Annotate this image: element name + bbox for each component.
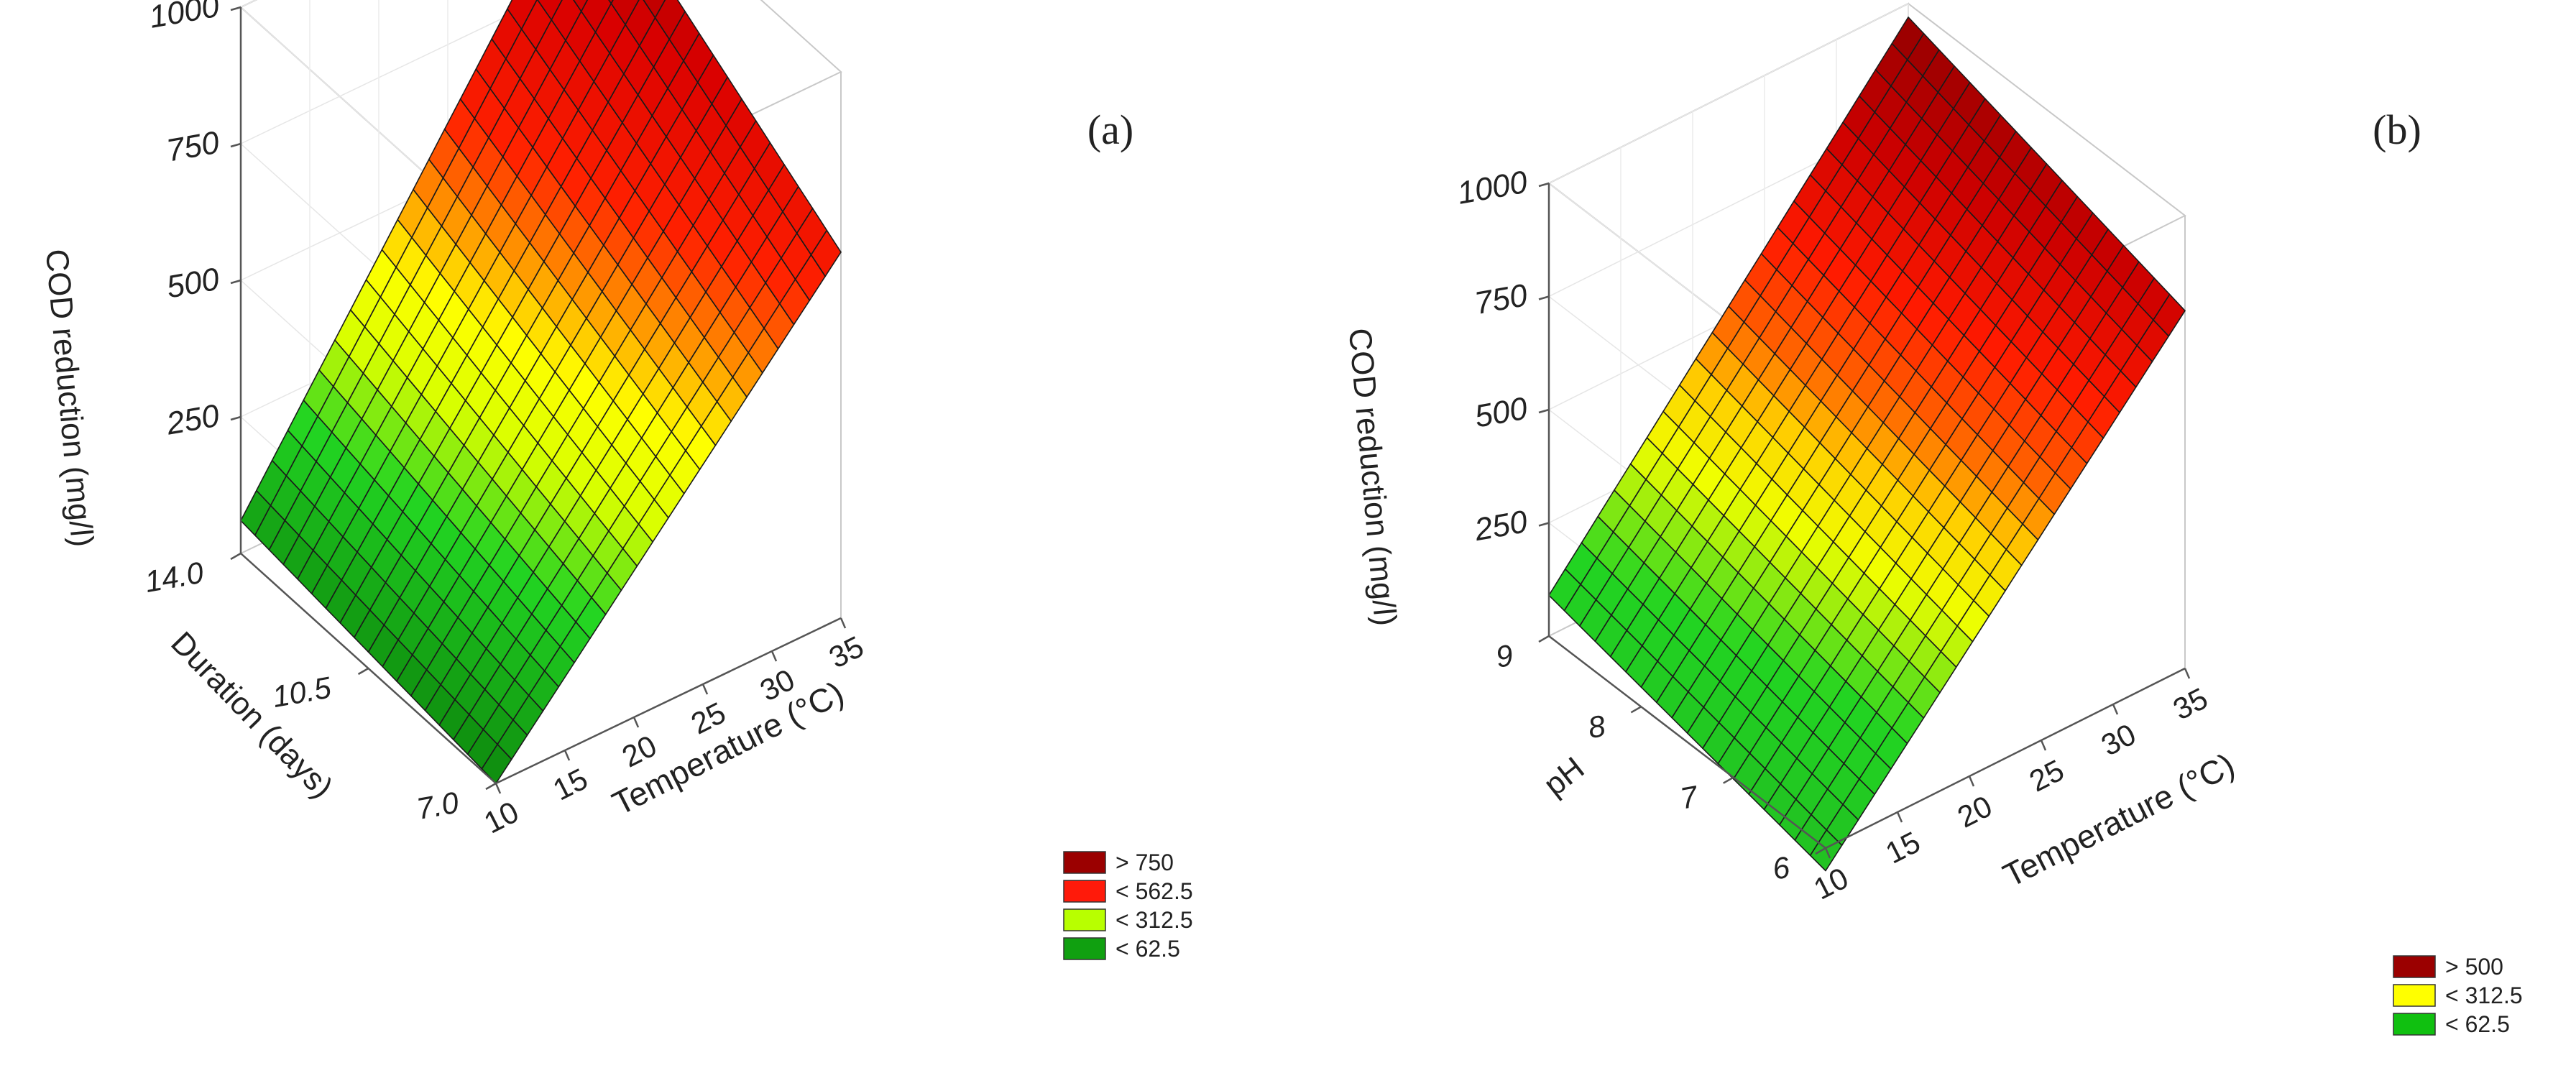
z-tick-mark (1538, 408, 1550, 414)
surface-cell (1891, 17, 1925, 60)
legend-swatch (2393, 984, 2436, 1007)
legend-swatch (1063, 880, 1106, 903)
z-tick-label: 250 (1471, 504, 1530, 548)
y-tick-mark (1538, 635, 1550, 643)
x-tick-label: 10 (1808, 861, 1854, 906)
x-tick-mark (1896, 811, 1903, 823)
z-axis-title: COD reduction (mg/l) (39, 248, 100, 548)
y-tick-mark (1723, 776, 1734, 784)
surface-cell (551, 0, 582, 42)
x-tick-mark (1968, 775, 1975, 787)
legend-label: < 312.5 (2445, 982, 2523, 1008)
z-tick-label: 1000 (1455, 165, 1530, 211)
legend-label: < 562.5 (1116, 878, 1193, 904)
legend-label: < 62.5 (1116, 936, 1180, 962)
y-tick-mark (1815, 847, 1826, 855)
x-tick-mark (2040, 740, 2047, 751)
legend-label: < 312.5 (1116, 907, 1193, 933)
legend-swatch (2393, 1013, 2436, 1036)
z-tick-label: 500 (1472, 391, 1530, 435)
surface-mesh (1548, 17, 2186, 872)
surface-cell (610, 0, 640, 26)
surface-cell (580, 0, 612, 33)
chart-panel-b (1538, 2, 2436, 1036)
x-tick-mark (840, 617, 847, 629)
surface-cell (537, 0, 563, 21)
y-tick-label: 6 (1770, 850, 1793, 885)
x-tick-label: 15 (548, 762, 593, 807)
x-tick-label: 10 (479, 795, 524, 840)
surface-cell (507, 0, 538, 30)
surface-cell (654, 0, 686, 40)
z-tick-label: 750 (164, 125, 222, 169)
legend (2393, 955, 2436, 1036)
y-axis-line (1548, 635, 1826, 849)
surface-mesh (240, 0, 842, 784)
z-tick-label: 750 (1472, 277, 1530, 321)
y-tick-mark (230, 552, 242, 561)
legend-label: < 62.5 (2445, 1011, 2510, 1037)
y-tick-label: 14.0 (142, 555, 206, 599)
x-tick-mark (2184, 668, 2191, 679)
chart-panel-a (230, 0, 1106, 960)
surface-cell (643, 0, 666, 19)
y-tick-label: 10.5 (270, 670, 334, 714)
surface-cell (608, 0, 614, 4)
legend (1063, 851, 1106, 960)
legend-swatch (1063, 937, 1106, 960)
z-tick-label: 1000 (147, 0, 222, 35)
y-axis-title: pH (1537, 750, 1591, 803)
legend-swatch (1063, 851, 1106, 874)
x-tick-mark (564, 750, 571, 761)
x-tick-label: 20 (1952, 789, 1997, 834)
x-tick-mark (494, 783, 502, 794)
panel-label: (a) (1087, 106, 1133, 153)
z-tick-mark (1538, 182, 1550, 188)
x-tick-mark (1824, 847, 1831, 859)
panel-label: (b) (2373, 106, 2421, 153)
y-tick-mark (1630, 706, 1642, 714)
legend-label: > 750 (1116, 850, 1174, 875)
y-tick-label: 8 (1586, 709, 1609, 745)
x-tick-label: 35 (2168, 681, 2213, 727)
z-tick-label: 250 (163, 398, 222, 442)
z-tick-mark (1538, 522, 1550, 527)
legend-swatch (1063, 908, 1106, 931)
z-tick-label: 500 (164, 262, 222, 305)
y-tick-mark (485, 782, 497, 791)
z-tick-mark (1538, 295, 1550, 300)
back-gridline (1548, 3, 1909, 184)
x-tick-label: 30 (2096, 717, 2141, 763)
z-tick-mark (230, 415, 242, 421)
legend-label: > 500 (2445, 954, 2503, 980)
surface-cell (573, 0, 589, 12)
x-tick-mark (702, 683, 709, 695)
y-tick-label: 7.0 (414, 785, 461, 826)
x-tick-mark (632, 717, 640, 728)
x-tick-label: 25 (2024, 753, 2069, 798)
surface-cell (520, 0, 553, 50)
y-tick-label: 9 (1493, 638, 1515, 674)
x-axis-line (495, 617, 842, 785)
x-tick-mark (770, 650, 778, 662)
x-tick-label: 35 (824, 630, 869, 675)
legend-swatch (2393, 955, 2436, 978)
x-tick-label: 15 (1880, 825, 1926, 870)
z-axis-title: COD reduction (mg/l) (1342, 327, 1403, 627)
x-tick-mark (2112, 704, 2119, 715)
y-axis-title: Duration (days) (164, 625, 339, 805)
z-tick-mark (230, 6, 242, 11)
y-tick-label: 7 (1678, 779, 1701, 816)
z-tick-mark (230, 279, 242, 285)
y-tick-mark (357, 667, 369, 676)
x-axis-line (1825, 667, 2186, 850)
z-tick-mark (230, 142, 242, 148)
